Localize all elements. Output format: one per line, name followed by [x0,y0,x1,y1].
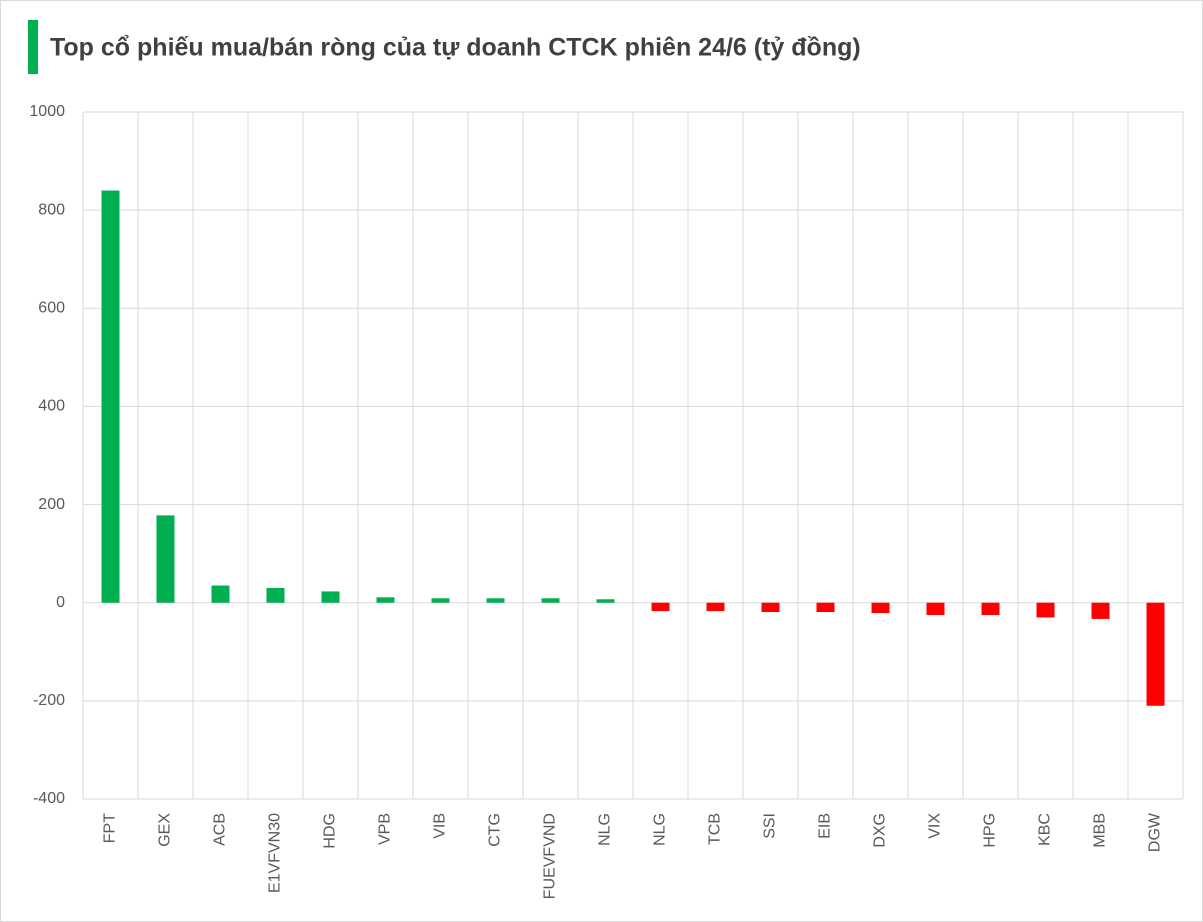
x-tick-label: DGW [1147,812,1164,852]
x-tick-label: FPT [102,813,119,843]
bar [376,597,395,603]
bar [1146,602,1165,706]
x-tick-label: NLG [597,813,614,846]
bar [761,602,780,613]
x-tick-label: NLG [652,813,669,846]
bar [156,515,175,603]
title-accent [28,20,38,74]
x-tick-label: TCB [707,813,724,845]
bar [211,585,230,603]
bar [651,602,670,612]
x-tick-label: VPB [377,813,394,845]
bar [1091,602,1110,619]
x-tick-label: HDG [322,813,339,849]
bar [321,591,340,603]
chart-title: Top cổ phiếu mua/bán ròng của tự doanh C… [50,34,861,62]
bar [431,598,450,603]
bar [101,190,120,603]
bar [981,602,1000,615]
bar [596,599,615,603]
bar [266,587,285,603]
x-tick-label: MBB [1092,813,1109,848]
y-tick-label: 0 [56,594,65,611]
bar [871,602,890,614]
y-tick-label: 800 [38,201,65,218]
x-tick-label: ACB [212,813,229,846]
bar [816,602,835,613]
x-tick-label: FUEVFVND [542,813,559,899]
x-tick-label: HPG [982,813,999,848]
x-tick-label: VIB [432,813,449,839]
bar [706,602,725,612]
x-tick-label: E1VFVN30 [267,813,284,893]
bar [541,598,560,603]
x-tick-label: VIX [927,813,944,839]
y-tick-label: 600 [38,300,65,317]
x-tick-label: KBC [1037,813,1054,846]
bar [926,602,945,615]
x-tick-label: EIB [817,813,834,839]
x-tick-label: CTG [487,813,504,847]
bar [1036,602,1055,618]
y-tick-label: -400 [33,790,65,807]
y-tick-label: -200 [33,692,65,709]
bar [486,598,505,603]
y-tick-label: 1000 [29,103,65,120]
y-tick-label: 400 [38,398,65,415]
x-tick-label: DXG [872,813,889,848]
y-tick-label: 200 [38,496,65,513]
x-tick-label: GEX [157,813,174,847]
x-tick-label: SSI [762,813,779,839]
